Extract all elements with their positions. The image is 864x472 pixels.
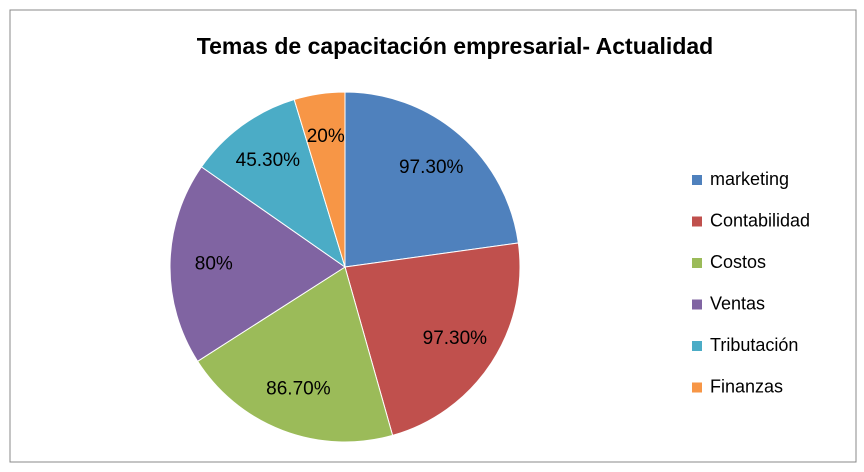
chart-title: Temas de capacitación empresarial- Actua… [197, 33, 713, 59]
data-label: 97.30% [399, 157, 464, 178]
pie-slice [344, 91, 519, 268]
data-label: 80% [195, 253, 233, 274]
data-label: 20% [307, 126, 345, 147]
legend-swatch [692, 382, 702, 393]
legend-label: Finanzas [710, 376, 783, 396]
legend-swatch [692, 299, 702, 310]
pie-slice [344, 242, 521, 437]
pie-slice [293, 91, 346, 268]
legend-swatch [692, 341, 702, 351]
legend-swatch [692, 216, 702, 227]
pie-slice [169, 166, 346, 363]
pie-slice [196, 266, 394, 443]
legend-swatch [692, 175, 702, 185]
data-label: 97.30% [423, 328, 488, 349]
data-label: 86.70% [266, 379, 331, 400]
legend-label: marketing [710, 169, 789, 189]
legend-label: Costos [710, 252, 766, 272]
legend-label: Tributación [710, 335, 798, 355]
legend-label: Contabilidad [710, 210, 810, 230]
legend-label: Ventas [710, 293, 765, 313]
legend-swatch [692, 258, 702, 268]
pie-slice [200, 98, 346, 269]
data-label: 45.30% [236, 150, 301, 171]
